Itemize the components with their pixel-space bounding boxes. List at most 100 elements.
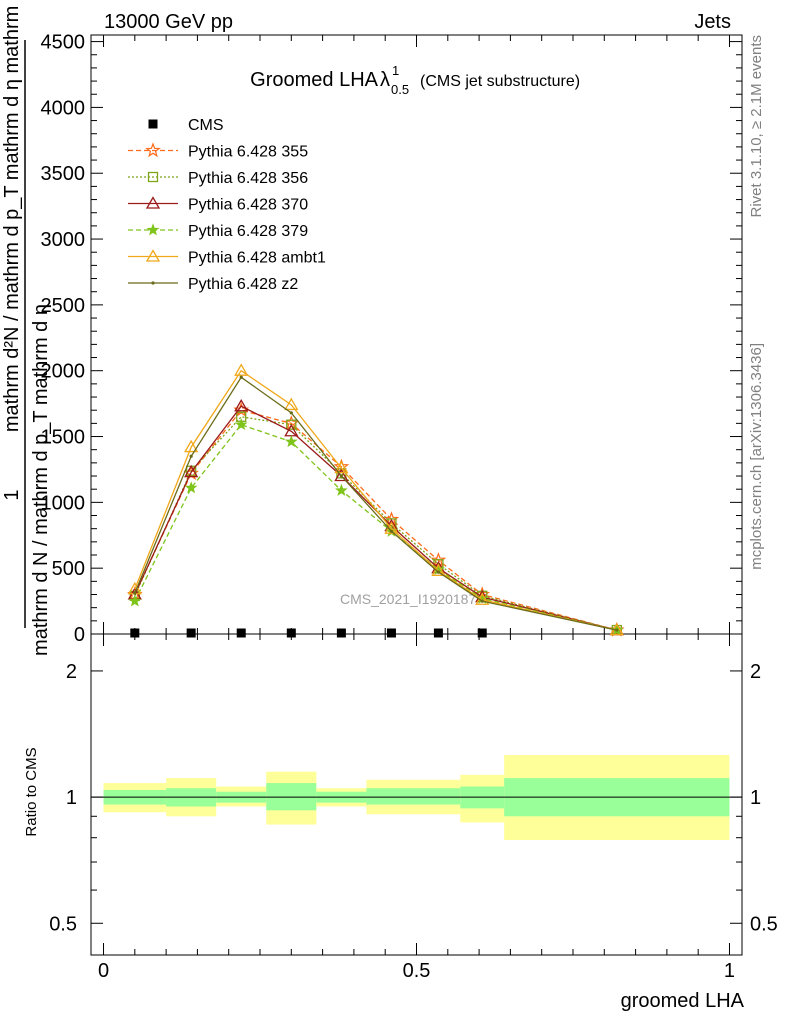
legend-marker-cms <box>148 119 158 129</box>
y-label-denominator: mathrm d N / mathrm d p_T mathrm d η <box>30 304 52 656</box>
data-point-p370 <box>184 464 199 478</box>
data-point-z2 <box>339 474 343 478</box>
legend-item-ambt1: Pythia 6.428 ambt1 <box>128 249 326 267</box>
data-point-z2 <box>189 454 193 458</box>
y-tick-label: 2000 <box>41 361 86 383</box>
legend-label-p356: Pythia 6.428 356 <box>188 170 308 187</box>
analysis-watermark: CMS_2021_I1920187 <box>340 591 476 607</box>
ratio-tick-label: 2 <box>66 661 77 683</box>
legend-marker-z2 <box>151 281 155 285</box>
legend-label-ambt1: Pythia 6.428 ambt1 <box>188 250 326 267</box>
x-tick-label: 1 <box>724 960 735 982</box>
rivet-label: Rivet 3.1.10, ≥ 2.1M events <box>748 35 765 218</box>
legend-item-p370: Pythia 6.428 370 <box>128 196 308 214</box>
ratio-tick-label: 1 <box>66 787 77 809</box>
data-point-p379 <box>284 435 298 448</box>
title-main: Groomed LHA <box>250 69 378 91</box>
legend-marker-ambt1 <box>145 249 161 262</box>
y-tick-label: 0 <box>74 624 85 646</box>
ratio-tick-label-right: 2 <box>750 661 761 683</box>
y-label-numerator: 1 <box>1 489 23 500</box>
legend-marker-p355 <box>145 142 161 158</box>
x-tick-label: 0 <box>98 960 109 982</box>
data-point-p379 <box>128 594 142 607</box>
title-suffix: (CMS jet substructure) <box>420 73 580 90</box>
data-point-p356 <box>286 419 297 430</box>
data-point-z2 <box>289 411 293 415</box>
data-point-cms <box>386 628 396 638</box>
legend: CMS Pythia 6.428 355 Pythia 6.428 356 Pythi… <box>128 117 326 293</box>
y-axis-label: 1 mathrm d N / mathrm d p_T mathrm d η m… <box>1 0 52 656</box>
x-ticks-layer: 0 0.5 1 <box>98 35 735 982</box>
data-point-p379 <box>334 483 348 496</box>
mcplots-label: mcplots.cern.ch [arXiv:1306.3436] <box>748 343 765 570</box>
data-point-cms <box>186 628 196 638</box>
legend-item-cms: CMS <box>148 117 224 134</box>
legend-label-z2: Pythia 6.428 z2 <box>188 276 298 293</box>
data-point-ambt1 <box>334 460 349 474</box>
legend-marker-p356 <box>147 171 159 183</box>
data-point-p370 <box>234 398 249 412</box>
process-label: Jets <box>694 11 731 33</box>
legend-marker-p370 <box>145 196 161 209</box>
series-ambt1 <box>127 363 624 636</box>
y-tick-label: 3000 <box>41 229 86 251</box>
data-point-z2 <box>133 591 137 595</box>
ratio-y-label: Ratio to CMS <box>23 747 40 836</box>
series-z2 <box>133 375 619 632</box>
data-point-ambt1 <box>234 363 249 376</box>
data-point-p370 <box>334 468 349 482</box>
collision-label: 13000 GeV pp <box>104 11 233 33</box>
y-tick-label: 1000 <box>41 492 86 514</box>
legend-item-p379: Pythia 6.428 379 <box>128 223 308 240</box>
series-cms <box>130 628 487 638</box>
ratio-band-inner <box>416 788 461 805</box>
series-line-ambt1 <box>134 369 617 631</box>
data-point-ambt1 <box>284 397 299 411</box>
legend-item-p356: Pythia 6.428 356 <box>128 170 308 187</box>
data-point-ambt1 <box>184 439 199 453</box>
legend-item-p355: Pythia 6.428 355 <box>128 142 308 161</box>
legend-label-p379: Pythia 6.428 379 <box>188 223 308 240</box>
series-line-p356 <box>134 416 617 631</box>
data-point-p379 <box>184 481 198 494</box>
legend-item-z2: Pythia 6.428 z2 <box>128 276 298 293</box>
series-line-p355 <box>134 409 617 631</box>
plot-title: Groomed LHA λ 1 0.5 (CMS jet substructur… <box>250 63 580 97</box>
x-axis-label: groomed LHA <box>621 990 745 1012</box>
ratio-tick-label: 0.5 <box>49 913 77 935</box>
y-tick-label: 500 <box>52 558 85 580</box>
legend-label-cms: CMS <box>188 117 224 134</box>
ratio-band-inner <box>366 788 417 805</box>
data-point-z2 <box>239 375 243 379</box>
legend-label-p370: Pythia 6.428 370 <box>188 197 308 214</box>
y-tick-label: 4500 <box>41 32 86 54</box>
y-tick-label: 4000 <box>41 97 86 119</box>
ratio-tick-label-right: 0.5 <box>750 913 778 935</box>
data-point-z2 <box>389 529 394 533</box>
data-point-cms <box>336 628 346 638</box>
data-point-z2 <box>615 628 619 632</box>
data-point-z2 <box>436 570 441 574</box>
ratio-ticks-layer: 0.5 0.5 1 1 2 2 <box>49 661 778 935</box>
title-sup: 1 <box>392 63 399 78</box>
data-point-cms <box>236 628 246 638</box>
ratio-tick-label-right: 1 <box>750 787 761 809</box>
data-point-z2 <box>480 599 484 603</box>
title-sub: 0.5 <box>391 82 409 97</box>
legend-marker-p379 <box>146 223 160 236</box>
data-point-p379 <box>234 418 248 431</box>
x-tick-label: 0.5 <box>403 960 431 982</box>
y-tick-label: 2500 <box>41 295 86 317</box>
data-point-cms <box>477 628 487 638</box>
legend-label-p355: Pythia 6.428 355 <box>188 144 308 161</box>
main-series-layer <box>126 363 625 638</box>
data-point-cms <box>433 628 443 638</box>
y-tick-label: 3500 <box>41 163 86 185</box>
title-symbol: λ <box>380 69 390 91</box>
ratio-bands-layer <box>91 755 742 841</box>
y-tick-label: 1500 <box>41 427 86 449</box>
main-y-ticks: 0 500 1000 1500 2000 2500 3000 3500 4000 4500 <box>41 32 742 646</box>
y-label-upper: mathrm d²N / mathrm d p_T mathrm d η mat… <box>1 0 23 432</box>
